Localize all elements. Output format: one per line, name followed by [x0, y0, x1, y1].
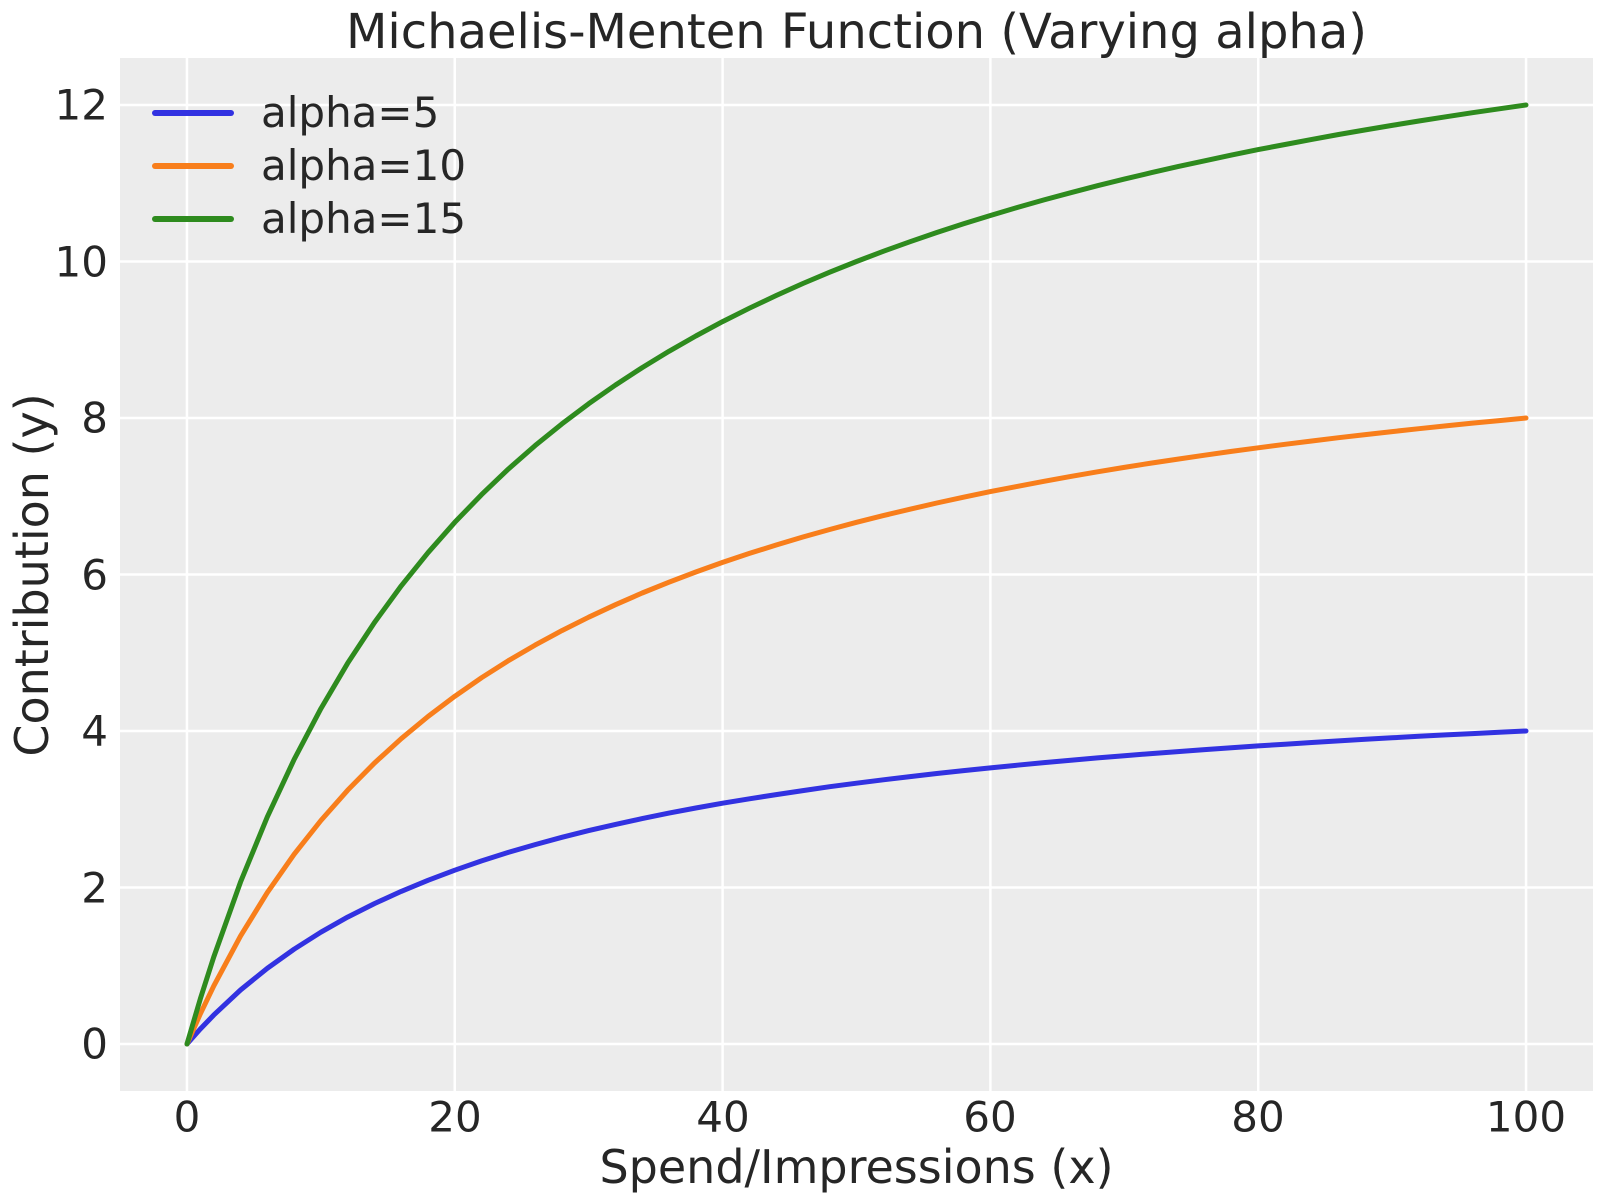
x-tick-label-20: 20 — [428, 1092, 482, 1142]
legend: alpha=5 alpha=10 alpha=15 — [152, 86, 466, 245]
x-tick-label-40: 40 — [696, 1092, 750, 1142]
y-tick-label-10: 10 — [54, 237, 108, 287]
x-tick-label-80: 80 — [1231, 1092, 1285, 1142]
legend-item-alpha-5: alpha=5 — [152, 86, 466, 139]
legend-label-alpha-5: alpha=5 — [261, 88, 440, 137]
y-tick-label-4: 4 — [81, 706, 108, 756]
x-axis-label: Spend/Impressions (x) — [599, 1140, 1114, 1194]
x-tick-label-60: 60 — [963, 1092, 1017, 1142]
legend-label-alpha-15: alpha=15 — [261, 194, 467, 243]
legend-item-alpha-10: alpha=10 — [152, 139, 466, 192]
y-tick-label-12: 12 — [54, 80, 108, 130]
legend-label-alpha-10: alpha=10 — [261, 141, 467, 190]
y-tick-label-8: 8 — [81, 393, 108, 443]
legend-item-alpha-15: alpha=15 — [152, 192, 466, 245]
legend-line-swatch-green — [152, 215, 234, 222]
y-tick-label-0: 0 — [81, 1019, 108, 1069]
x-tick-label-100: 100 — [1485, 1092, 1567, 1142]
y-tick-label-6: 6 — [81, 550, 108, 600]
legend-line-swatch-blue — [152, 109, 234, 116]
x-tick-label-0: 0 — [173, 1092, 201, 1142]
legend-line-swatch-orange — [152, 162, 234, 169]
y-tick-label-2: 2 — [81, 863, 108, 913]
chart-title: Michaelis-Menten Function (Varying alpha… — [346, 4, 1367, 60]
